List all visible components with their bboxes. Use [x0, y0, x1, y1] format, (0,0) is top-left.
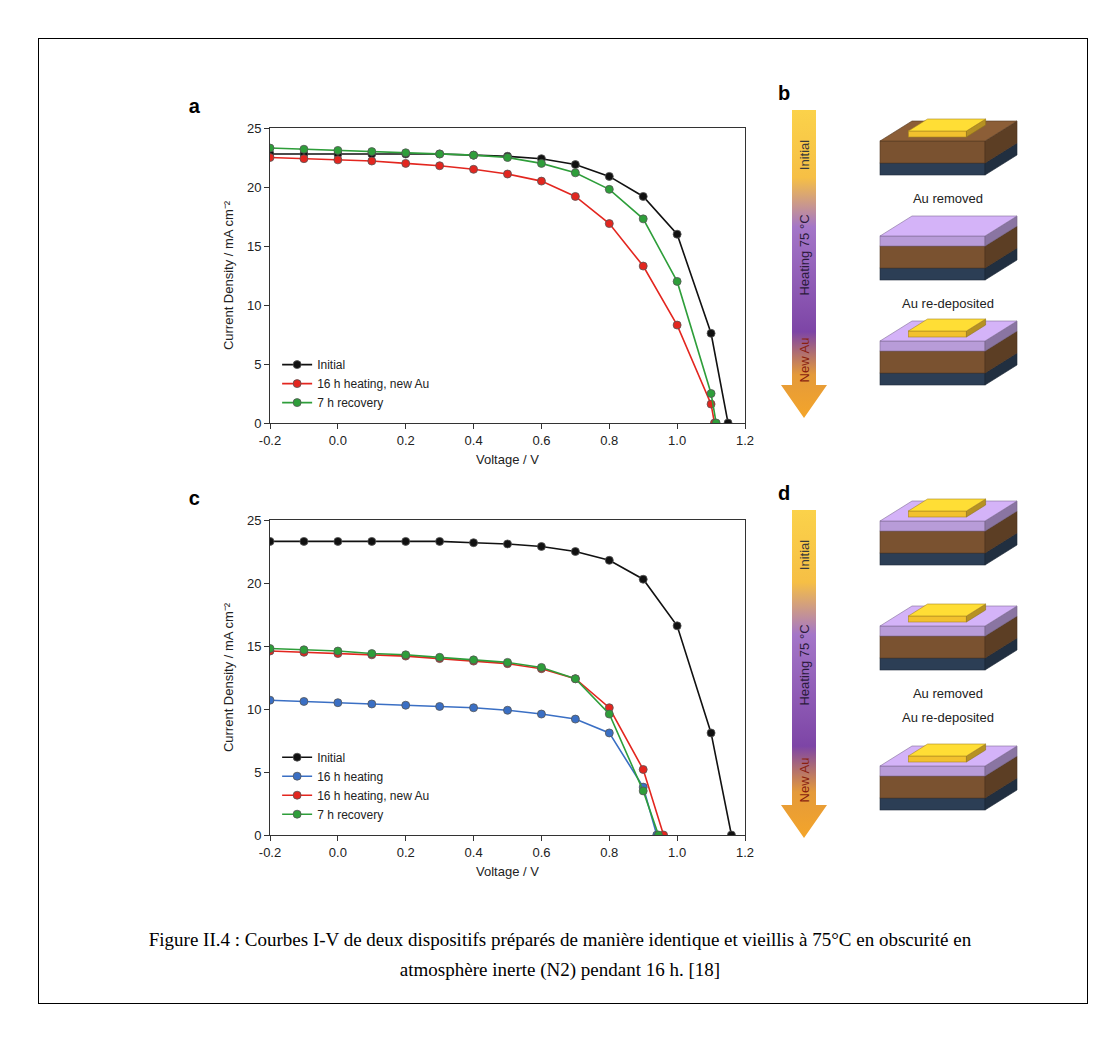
- svg-text:1.2: 1.2: [736, 433, 754, 448]
- svg-text:Heating 75 °C: Heating 75 °C: [797, 214, 812, 295]
- svg-text:New Au: New Au: [797, 338, 812, 383]
- svg-text:Au removed: Au removed: [913, 686, 983, 701]
- svg-text:Au removed: Au removed: [913, 191, 983, 206]
- svg-text:25: 25: [247, 513, 261, 528]
- svg-text:Voltage / V: Voltage / V: [476, 864, 539, 879]
- svg-text:1.0: 1.0: [668, 433, 686, 448]
- svg-text:20: 20: [247, 180, 261, 195]
- svg-text:-0.2: -0.2: [259, 845, 281, 860]
- svg-text:1.2: 1.2: [736, 845, 754, 860]
- svg-text:15: 15: [247, 639, 261, 654]
- svg-text:5: 5: [254, 765, 261, 780]
- svg-text:Au re-deposited: Au re-deposited: [902, 710, 994, 725]
- svg-text:0: 0: [254, 828, 261, 843]
- svg-text:0.2: 0.2: [397, 845, 415, 860]
- svg-text:Voltage / V: Voltage / V: [476, 452, 539, 467]
- svg-text:5: 5: [254, 357, 261, 372]
- svg-text:Current Density / mA cm⁻²: Current Density / mA cm⁻²: [221, 200, 236, 350]
- svg-text:c: c: [189, 487, 200, 509]
- svg-text:7 h recovery: 7 h recovery: [317, 396, 383, 410]
- svg-text:Au re-deposited: Au re-deposited: [902, 296, 994, 311]
- svg-text:d: d: [778, 482, 790, 504]
- svg-text:Initial: Initial: [317, 751, 345, 765]
- svg-text:Initial: Initial: [797, 540, 812, 570]
- svg-text:Initial: Initial: [317, 358, 345, 372]
- svg-text:Initial: Initial: [797, 140, 812, 170]
- svg-text:0.4: 0.4: [465, 433, 483, 448]
- svg-text:16 h heating, new Au: 16 h heating, new Au: [317, 789, 429, 803]
- svg-text:10: 10: [247, 298, 261, 313]
- svg-text:10: 10: [247, 702, 261, 717]
- svg-text:0.8: 0.8: [600, 433, 618, 448]
- svg-text:7 h recovery: 7 h recovery: [317, 808, 383, 822]
- svg-text:a: a: [189, 95, 201, 117]
- svg-text:Current Density / mA cm⁻²: Current Density / mA cm⁻²: [221, 602, 236, 752]
- svg-text:0.8: 0.8: [600, 845, 618, 860]
- svg-text:Heating 75 °C: Heating 75 °C: [797, 624, 812, 705]
- svg-text:0.6: 0.6: [532, 433, 550, 448]
- svg-text:0.0: 0.0: [329, 433, 347, 448]
- svg-text:15: 15: [247, 239, 261, 254]
- svg-text:16 h heating, new Au: 16 h heating, new Au: [317, 377, 429, 391]
- svg-text:b: b: [778, 82, 790, 104]
- svg-text:-0.2: -0.2: [259, 433, 281, 448]
- svg-text:0.0: 0.0: [329, 845, 347, 860]
- svg-text:20: 20: [247, 576, 261, 591]
- svg-text:New Au: New Au: [797, 758, 812, 803]
- svg-text:0.4: 0.4: [465, 845, 483, 860]
- svg-text:0: 0: [254, 416, 261, 431]
- svg-text:25: 25: [247, 121, 261, 136]
- svg-text:0.6: 0.6: [532, 845, 550, 860]
- svg-text:1.0: 1.0: [668, 845, 686, 860]
- html-text:Figure II.4 : Courbes I-V de d: Figure II.4 : Courbes I-V de deux dispos…: [148, 929, 972, 980]
- svg-text:0.2: 0.2: [397, 433, 415, 448]
- svg-text:16 h heating: 16 h heating: [317, 770, 383, 784]
